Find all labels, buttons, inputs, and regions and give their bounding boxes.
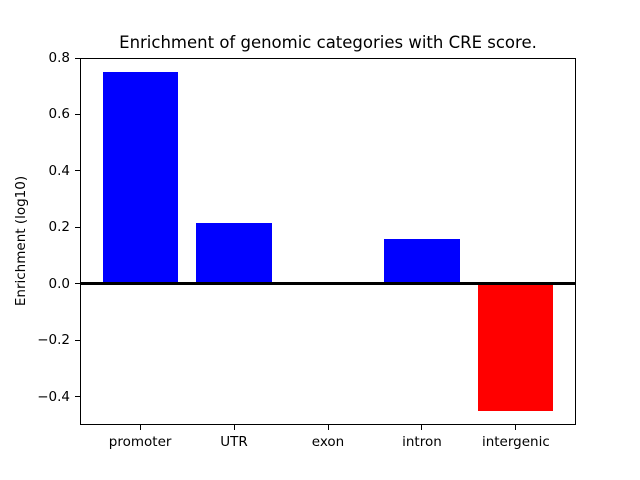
x-tick-mark bbox=[139, 425, 141, 430]
y-tick-mark bbox=[75, 283, 80, 285]
y-tick-mark bbox=[75, 339, 80, 341]
bar-intron bbox=[384, 238, 460, 284]
y-tick-mark bbox=[75, 57, 80, 59]
x-tick-label: intergenic bbox=[481, 434, 550, 450]
bar-intergenic bbox=[478, 283, 554, 411]
chart-title: Enrichment of genomic categories with CR… bbox=[119, 33, 537, 52]
y-tick-label: −0.4 bbox=[37, 388, 70, 405]
y-tick-label: 0.2 bbox=[48, 219, 70, 236]
x-tick-label: promoter bbox=[108, 434, 172, 450]
y-tick-label: 0.8 bbox=[48, 50, 70, 66]
plot-area bbox=[80, 58, 576, 425]
x-tick-mark bbox=[327, 425, 329, 430]
y-tick-mark bbox=[75, 170, 80, 172]
y-tick-label: 0.0 bbox=[48, 275, 70, 292]
y-tick-label: 0.6 bbox=[48, 106, 70, 123]
y-tick-label: 0.4 bbox=[48, 162, 70, 179]
x-tick-mark bbox=[515, 425, 517, 430]
x-tick-label: exon bbox=[311, 434, 345, 450]
x-tick-label: UTR bbox=[220, 434, 248, 450]
y-tick-mark bbox=[75, 396, 80, 398]
x-tick-mark bbox=[421, 425, 423, 430]
y-axis-label: Enrichment (log10) bbox=[13, 175, 29, 307]
bar-UTR bbox=[196, 223, 272, 284]
x-tick-mark bbox=[233, 425, 235, 430]
bar-promoter bbox=[102, 72, 178, 284]
x-tick-label: intron bbox=[402, 434, 442, 450]
y-tick-mark bbox=[75, 113, 80, 115]
y-tick-mark bbox=[75, 226, 80, 228]
y-tick-label: −0.2 bbox=[37, 332, 70, 349]
zero-line bbox=[80, 282, 576, 286]
